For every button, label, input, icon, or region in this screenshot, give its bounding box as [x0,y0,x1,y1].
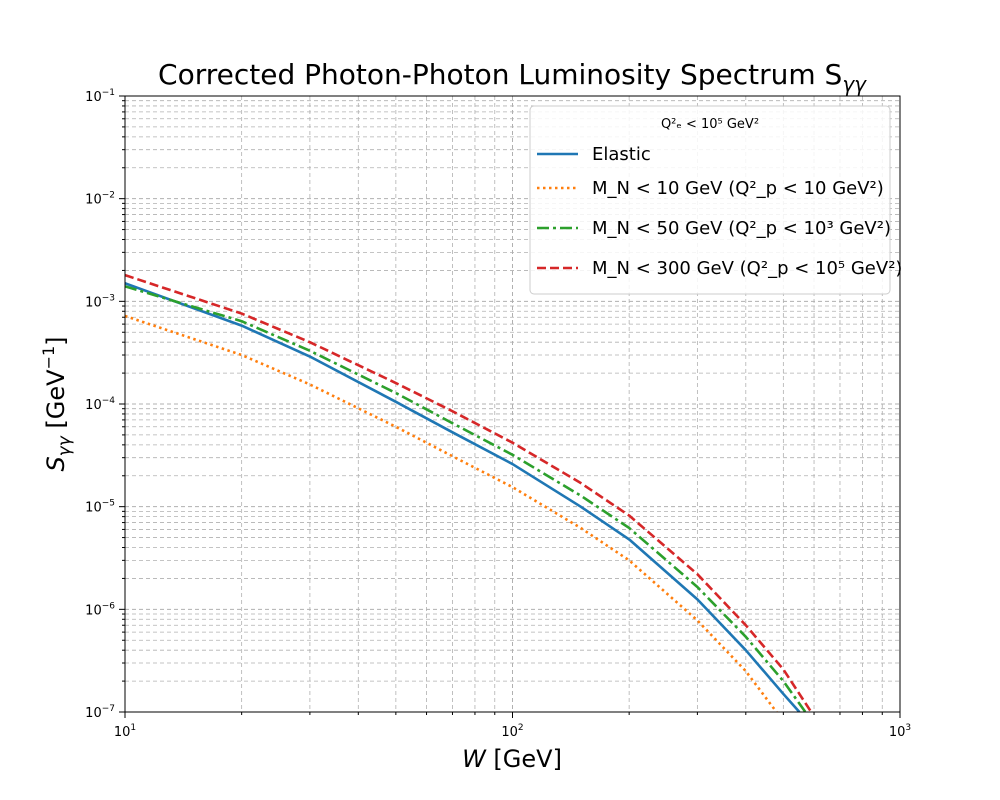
y-tick-label: 10−5 [85,499,115,516]
chart-title-main: Corrected Photon-Photon Luminosity Spect… [158,58,842,91]
chart-title-subscript: γγ [842,72,867,96]
series-line-1 [125,282,801,712]
x-axis-label-symbol: W [462,745,487,773]
series-line-4 [125,273,813,712]
x-tick-label: 103 [889,723,911,740]
y-axis-label-unit-sup: −1 [39,346,58,370]
y-tick-label: 10−4 [85,396,115,413]
y-tick-label: 10−6 [85,601,115,618]
legend-label-2: M_N < 10 GeV (Q²_p < 10 GeV²) [592,178,884,199]
y-tick-label: 10−1 [85,88,115,105]
legend-title: Q²ₑ < 10⁵ GeV² [661,117,759,132]
y-axis-label-unit-close: ] [42,336,70,345]
x-tick-label: 101 [114,723,136,740]
legend-label-1: Elastic [592,144,651,165]
y-axis-label: Sγγ [GeV−1] [39,336,75,471]
y-tick-label: 10−3 [85,293,115,310]
x-axis-label: W [GeV] [462,745,562,773]
x-tick-label: 102 [501,723,523,740]
chart-title: Corrected Photon-Photon Luminosity Spect… [158,58,867,96]
x-axis-label-unit: [GeV] [486,745,562,773]
legend: Q²ₑ < 10⁵ GeV² Elastic M_N < 10 GeV (Q²_p… [529,105,902,295]
y-axis-label-symbol: S [42,456,70,471]
y-axis-label-subscript: γγ [55,435,75,456]
legend-entries: Elastic M_N < 10 GeV (Q²_p < 10 GeV²) M_N … [537,144,902,279]
legend-box [529,105,891,295]
series-line-3 [125,285,807,712]
ticks: 101 102 103 10−7 10−6 10−5 10−4 10−3 10−2 10−1 [85,88,911,740]
legend-label-3: M_N < 50 GeV (Q²_p < 10³ GeV²) [592,218,891,239]
series-group [125,273,813,712]
y-tick-label: 10−7 [85,704,115,721]
y-axis-label-unit-open: [GeV [42,369,70,436]
legend-label-4: M_N < 300 GeV (Q²_p < 10⁵ GeV²) [592,258,902,279]
y-tick-label: 10−2 [85,191,115,208]
